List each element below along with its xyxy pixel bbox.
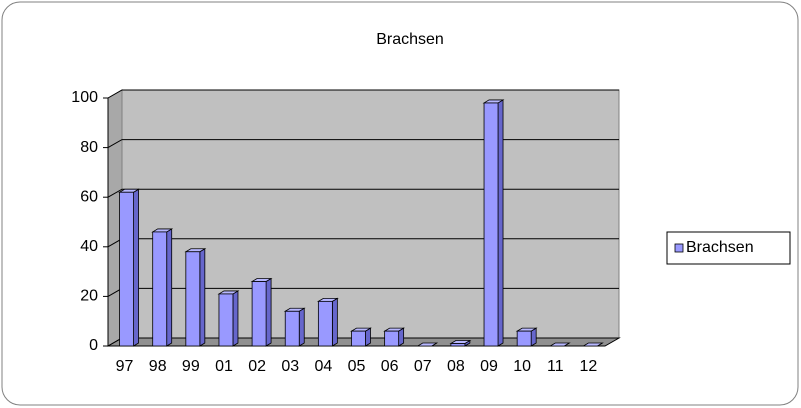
legend-box [666, 231, 791, 265]
x-tick-label: 01 [215, 358, 233, 375]
bar-front [218, 293, 234, 347]
x-tick-label: 03 [281, 358, 299, 375]
bar [151, 228, 174, 347]
bar [217, 290, 240, 347]
bar-front [384, 330, 400, 347]
bar-side [497, 99, 504, 347]
y-tick-label: 20 [80, 288, 98, 305]
x-tick-label: 11 [547, 358, 564, 375]
x-tick-label: 02 [248, 358, 266, 375]
grid-line [107, 188, 619, 198]
y-tick-label: 0 [89, 337, 98, 354]
x-tick-label: 06 [381, 358, 399, 375]
bar-front [185, 251, 201, 347]
bar-front [483, 102, 499, 347]
bar [350, 327, 372, 347]
x-tick-label: 97 [116, 358, 134, 375]
bar-front [516, 330, 532, 347]
grid-line [107, 139, 619, 149]
y-tick-label: 40 [80, 238, 98, 255]
bar-side [133, 188, 139, 347]
bar [283, 307, 306, 347]
legend-label: Brachsen [686, 239, 754, 256]
bar [416, 342, 439, 347]
y-tick-label: 60 [80, 188, 98, 205]
bar-side [298, 307, 305, 347]
x-tick-label: 98 [149, 358, 167, 375]
bar-front [251, 281, 267, 347]
bar-side [166, 228, 173, 347]
bar-top [581, 342, 604, 347]
x-tick-label: 09 [480, 358, 498, 375]
bar [581, 342, 604, 347]
x-tick-label: 05 [348, 358, 366, 375]
bar [548, 342, 571, 347]
bar-side [265, 277, 272, 347]
bar-front [284, 310, 300, 347]
bar-top [548, 342, 571, 347]
bar-front [317, 300, 333, 347]
chart-title: Brachsen [376, 31, 444, 48]
x-tick-label: 10 [513, 358, 531, 375]
bar [250, 277, 273, 347]
x-tick-label: 99 [182, 358, 200, 375]
bar [316, 297, 339, 347]
y-tick-label: 80 [80, 139, 98, 156]
x-tick-label: 07 [414, 358, 432, 375]
grid-line [107, 89, 619, 99]
legend-swatch [674, 243, 684, 253]
y-tick-label: 100 [71, 89, 98, 106]
bar [118, 188, 141, 347]
bar-front [119, 191, 134, 347]
bar-side [199, 248, 206, 347]
bar-side [232, 290, 239, 347]
x-tick-label: 04 [314, 358, 332, 375]
bar-front [152, 231, 168, 347]
bar [184, 248, 207, 347]
bar-front [351, 330, 366, 347]
bar-front [450, 343, 466, 347]
bar [482, 99, 505, 347]
x-tick-label: 08 [447, 358, 465, 375]
bar [449, 339, 472, 347]
bar-top [416, 342, 439, 347]
bar [383, 327, 406, 347]
x-tick-label: 12 [580, 358, 598, 375]
bar-side [331, 297, 338, 347]
bar [515, 327, 538, 347]
